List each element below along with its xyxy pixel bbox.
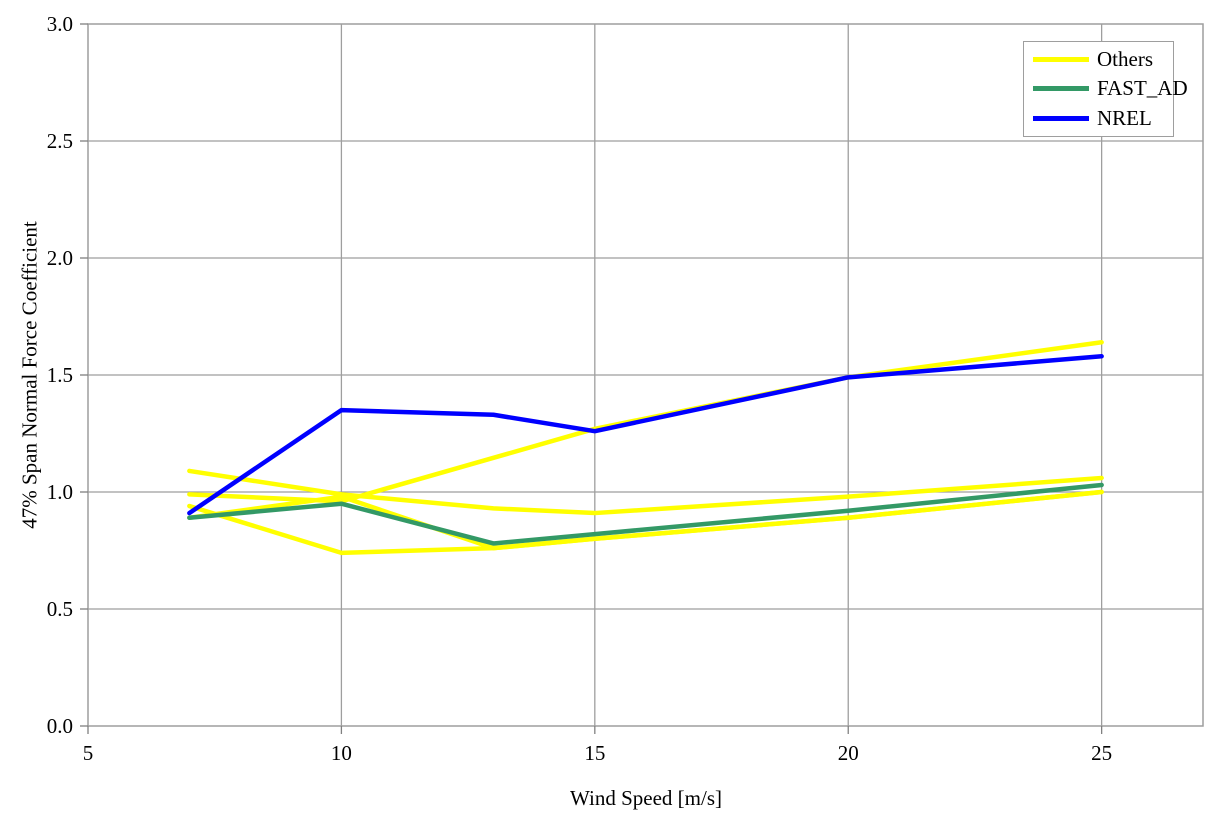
series-line-fast_ad: [187, 482, 1104, 546]
y-tick-label: 2.0: [47, 246, 73, 270]
tick-labels: 0.0 0.5 1.0 1.5 2.0 2.5 3.0 5 10 15 20 25: [47, 12, 1112, 765]
y-tick-label: 0.0: [47, 714, 73, 738]
x-tick-label: 5: [83, 741, 94, 765]
legend-item-others: Others: [1033, 47, 1169, 72]
legend-item-fast-ad: FAST_AD: [1033, 76, 1188, 101]
series-line-others: [187, 489, 1104, 551]
y-tick-label: 2.5: [47, 129, 73, 153]
x-tick-label: 25: [1091, 741, 1112, 765]
x-axis-title: Wind Speed [m/s]: [570, 786, 722, 810]
legend-label-others: Others: [1097, 47, 1153, 72]
legend-label-fast-ad: FAST_AD: [1097, 76, 1188, 101]
series-line-others: [187, 339, 1104, 504]
legend-label-nrel: NREL: [1097, 105, 1152, 130]
y-tick-label: 0.5: [47, 597, 73, 621]
x-tick-label: 20: [838, 741, 859, 765]
y-tick-label: 3.0: [47, 12, 73, 36]
x-tick-label: 15: [584, 741, 605, 765]
legend-item-nrel: NREL: [1033, 106, 1169, 131]
nrel-line-swatch: [1033, 115, 1089, 121]
series-line-others: [187, 468, 1104, 516]
x-tick-label: 10: [331, 741, 352, 765]
series-line-nrel: [187, 354, 1104, 516]
others-line-swatch: [1033, 57, 1089, 63]
y-tick-label: 1.5: [47, 363, 73, 387]
fast-ad-line-swatch: [1033, 86, 1089, 92]
legend: Others FAST_AD NREL: [1023, 41, 1188, 137]
y-tick-label: 1.0: [47, 480, 73, 504]
y-axis-title: 47% Span Normal Force Coefficient: [17, 221, 42, 529]
tick-marks: [80, 23, 1103, 734]
gridlines: [88, 24, 1203, 726]
